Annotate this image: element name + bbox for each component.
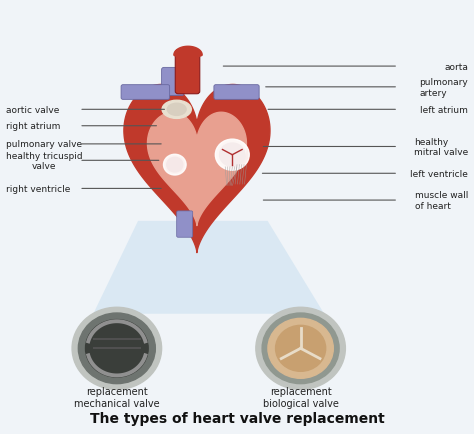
Ellipse shape <box>167 158 183 173</box>
FancyBboxPatch shape <box>121 85 170 100</box>
FancyBboxPatch shape <box>162 68 184 96</box>
FancyBboxPatch shape <box>177 211 193 238</box>
Text: healthy
mitral valve: healthy mitral valve <box>414 138 468 157</box>
Ellipse shape <box>167 104 186 116</box>
Text: right atrium: right atrium <box>6 122 61 131</box>
Text: pulmonary
artery: pulmonary artery <box>419 78 468 97</box>
Circle shape <box>262 313 339 384</box>
Polygon shape <box>93 221 324 314</box>
Text: replacement
mechanical valve: replacement mechanical valve <box>74 386 160 408</box>
Circle shape <box>256 308 346 389</box>
Ellipse shape <box>215 140 249 171</box>
Text: muscle wall
of heart: muscle wall of heart <box>415 191 468 210</box>
Ellipse shape <box>162 101 191 119</box>
Circle shape <box>72 308 162 389</box>
Text: right ventricle: right ventricle <box>6 184 71 194</box>
Text: The types of heart valve replacement: The types of heart valve replacement <box>90 411 384 425</box>
FancyBboxPatch shape <box>214 85 259 100</box>
Polygon shape <box>147 113 246 226</box>
FancyBboxPatch shape <box>175 50 200 95</box>
Text: replacement
biological valve: replacement biological valve <box>263 386 338 408</box>
Text: pulmonary valve: pulmonary valve <box>6 140 82 149</box>
Circle shape <box>268 319 333 378</box>
Text: aorta: aorta <box>444 62 468 72</box>
Circle shape <box>78 313 155 384</box>
Text: aortic valve: aortic valve <box>6 105 59 115</box>
Text: left ventricle: left ventricle <box>410 169 468 178</box>
Circle shape <box>275 326 326 372</box>
Polygon shape <box>124 85 270 253</box>
Circle shape <box>85 320 148 377</box>
Ellipse shape <box>164 155 186 176</box>
Text: healthy tricuspid
valve: healthy tricuspid valve <box>6 151 83 171</box>
Ellipse shape <box>219 144 245 167</box>
Text: left atrium: left atrium <box>420 105 468 115</box>
